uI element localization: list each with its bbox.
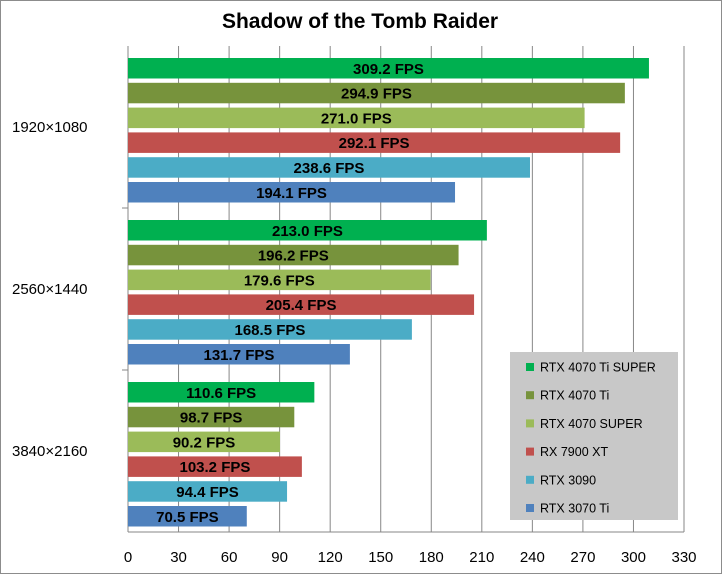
legend-swatch-3 — [526, 447, 534, 456]
bar-5-2 — [128, 506, 247, 527]
bar-label-0-1: 213.0 FPS — [272, 223, 343, 240]
bar-label-0-2: 110.6 FPS — [186, 385, 256, 402]
bar-label-2-1: 179.6 FPS — [244, 272, 315, 289]
x-tick-label-240: 240 — [520, 549, 545, 566]
bar-label-1-1: 196.2 FPS — [258, 248, 329, 265]
legend-label-0: RTX 4070 Ti SUPER — [540, 361, 656, 375]
bar-label-4-1: 168.5 FPS — [235, 322, 306, 339]
bar-3-2 — [128, 456, 302, 477]
x-tick-label-300: 300 — [621, 549, 646, 566]
legend-box — [510, 352, 678, 520]
x-tick-label-120: 120 — [318, 549, 343, 566]
bar-label-3-0: 292.1 FPS — [339, 135, 410, 152]
legend-label-2: RTX 4070 SUPER — [540, 417, 643, 431]
bar-0-1 — [128, 220, 487, 241]
bar-label-3-1: 205.4 FPS — [266, 297, 337, 314]
x-tick-label-90: 90 — [271, 549, 288, 566]
bar-4-1 — [128, 319, 412, 340]
chart-title: Shadow of the Tomb Raider — [221, 10, 499, 33]
bar-label-5-1: 131.7 FPS — [204, 347, 275, 364]
bar-2-2 — [128, 431, 280, 453]
bar-label-4-0: 238.6 FPS — [294, 160, 365, 177]
bar-label-0-0: 309.2 FPS — [353, 61, 424, 78]
bar-3-1 — [128, 294, 475, 315]
bar-label-2-2: 90.2 FPS — [173, 434, 236, 451]
bar-4-0 — [128, 157, 531, 178]
legend-label-1: RTX 4070 Ti — [540, 389, 609, 403]
bar-label-5-2: 70.5 FPS — [156, 509, 219, 526]
x-tick-label-270: 270 — [570, 549, 595, 566]
bar-1-0 — [128, 82, 625, 104]
bar-3-0 — [128, 132, 621, 153]
legend-label-3: RX 7900 XT — [540, 445, 608, 459]
bar-5-1 — [128, 344, 350, 365]
bar-5-0 — [128, 182, 456, 203]
bar-4-2 — [128, 481, 288, 502]
bar-2-1 — [128, 269, 431, 291]
x-tick-label-210: 210 — [469, 549, 494, 566]
bar-label-1-2: 98.7 FPS — [180, 410, 243, 427]
bar-0-2 — [128, 382, 315, 403]
legend-swatch-4 — [526, 475, 534, 484]
legend-swatch-1 — [526, 391, 534, 400]
bar-2-0 — [128, 107, 585, 129]
x-tick-label-60: 60 — [221, 549, 238, 566]
bar-label-4-2: 94.4 FPS — [176, 484, 239, 501]
category-label-1: 2560×1440 — [12, 281, 88, 298]
legend-label-5: RTX 3070 Ti — [540, 502, 609, 516]
legend-swatch-2 — [526, 419, 534, 428]
x-tick-label-30: 30 — [170, 549, 187, 566]
bar-1-1 — [128, 244, 459, 266]
category-label-0: 1920×1080 — [12, 119, 88, 136]
legend-swatch-0 — [526, 363, 534, 371]
bar-0-0 — [128, 58, 649, 79]
legend-label-4: RTX 3090 — [540, 473, 596, 487]
x-tick-label-0: 0 — [124, 549, 132, 566]
x-tick-label-330: 330 — [671, 549, 696, 566]
x-tick-label-180: 180 — [419, 549, 444, 566]
bar-label-5-0: 194.1 FPS — [256, 185, 327, 202]
x-tick-label-150: 150 — [368, 549, 393, 566]
bar-label-2-0: 271.0 FPS — [321, 110, 392, 127]
bar-label-1-0: 294.9 FPS — [341, 86, 412, 103]
legend-swatch-5 — [526, 504, 534, 512]
bar-label-3-2: 103.2 FPS — [179, 459, 250, 476]
bar-1-2 — [128, 406, 295, 428]
category-label-2: 3840×2160 — [12, 443, 88, 460]
